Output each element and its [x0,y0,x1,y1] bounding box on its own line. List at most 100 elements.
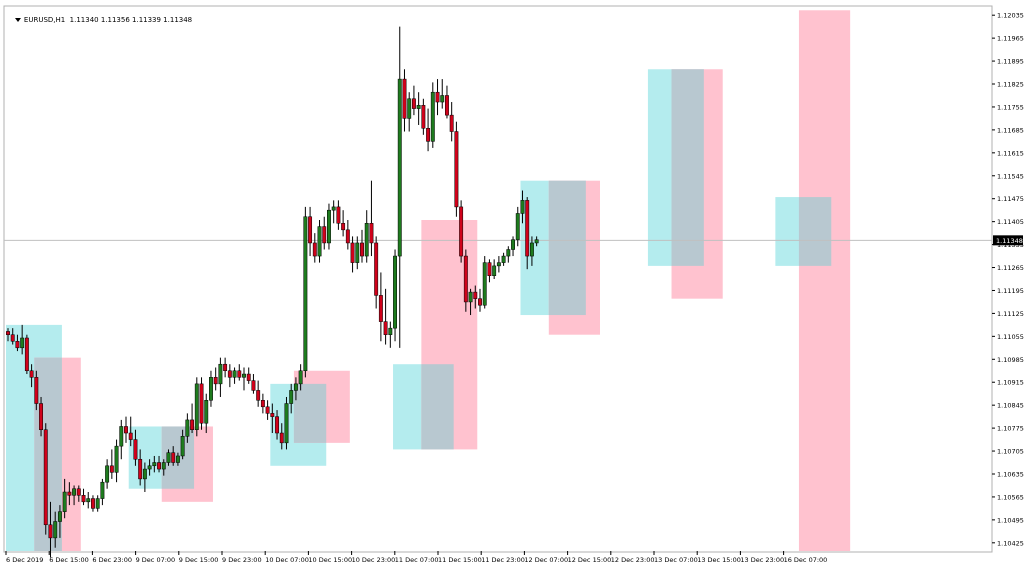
y-tick-label-7: 1.11545 [997,172,1024,180]
bear-candle-body [275,416,279,434]
x-tick-label-14: 12 Dec 23:00 [611,556,655,564]
bull-candle-body [289,390,294,404]
bear-candle-body [473,291,478,299]
bull-candle-body [468,291,473,303]
bull-candle-body [185,419,190,437]
bull-candle-body [511,239,515,250]
candle-110 [525,197,530,270]
x-tick-label-15: 13 Dec 07:00 [654,556,698,564]
candle-15 [76,485,81,502]
candle-5 [29,364,34,388]
bull-candle-body [57,511,62,522]
bear-candle-body [223,363,228,372]
dropdown-arrow-icon[interactable] [14,18,21,22]
bull-candle-body [152,462,157,467]
bear-candle-body [15,341,20,349]
bear-candle-body [157,462,161,470]
plot-area-border [3,5,993,553]
bull-candle-body [520,200,525,214]
bull-candle-body [501,255,506,263]
candle-98 [468,288,473,316]
candle-35 [171,446,176,466]
candle-18 [91,495,95,512]
candle-62 [298,364,303,391]
y-tick-label-18: 1.10775 [997,425,1024,433]
candle-12 [62,478,67,519]
candle-20 [100,478,105,506]
y-tick-label-14: 1.11055 [997,333,1024,341]
candle-78 [374,236,379,309]
bear-candle-body [345,229,350,244]
bear-candle-body [525,200,530,257]
candle-49 [237,364,242,381]
x-tick-label-0: 6 Dec 2019 [6,556,43,564]
candle-2 [15,334,20,352]
bull-candle-body [232,370,237,378]
bear-candle-body [190,419,195,430]
candle-4 [24,334,29,375]
candle-104 [496,256,501,273]
candle-43 [209,370,213,407]
candle-84 [402,69,407,132]
y-tick-label-13: 1.11125 [997,310,1024,318]
candle-107 [511,236,515,257]
candle-91 [435,79,440,116]
bull-candle-body [393,255,397,329]
chart-header: EURUSD,H1 1.11340 1.11356 1.11339 1.1134… [6,8,192,32]
y-tick-label-2: 1.11895 [997,58,1024,66]
candle-71 [341,210,346,237]
x-tick-label-4: 9 Dec 15:00 [179,556,219,564]
price-axis[interactable]: 1.12035 1.11965 1.11895 1.11825 1.11755 1.116… [992,12,1024,548]
zone-overlap-5 [671,69,704,266]
candle-76 [364,210,369,263]
candle-95 [454,121,459,217]
supply-zone-13 [798,10,851,552]
candle-28 [138,449,143,486]
bear-candle-body [369,223,374,244]
x-tick-label-2: 6 Dec 23:00 [92,556,132,564]
candle-67 [322,216,327,250]
candle-54 [260,393,265,414]
y-tick-label-8: 1.11475 [997,195,1024,203]
bear-candle-body [227,370,232,378]
candle-56 [270,403,275,434]
y-tick-label-17: 1.10845 [997,402,1024,410]
candle-94 [449,102,454,142]
zone-overlap-0 [34,357,62,551]
candle-23 [114,439,119,483]
candle-57 [275,410,279,440]
bull-candle-body [62,491,67,512]
y-tick-label-0: 1.12035 [997,12,1024,20]
candle-85 [407,92,412,132]
candle-7 [39,396,43,437]
candle-40 [194,377,199,437]
y-tick-label-12: 1.11195 [997,287,1024,295]
bear-candle-body [270,413,275,417]
x-tick-label-8: 10 Dec 23:00 [352,556,396,564]
candle-33 [161,459,166,476]
bear-candle-body [24,337,29,372]
bear-candle-body [374,242,379,296]
x-tick-label-1: 6 Dec 15:00 [49,556,89,564]
candle-34 [166,449,171,466]
bear-candle-body [199,383,204,424]
bull-candle-body [72,488,77,496]
candle-24 [119,419,124,460]
candle-31 [152,455,157,473]
bull-candle-body [534,239,539,244]
bull-candle-body [416,105,421,109]
bull-candle-body [515,213,520,240]
candle-72 [345,220,350,250]
candle-27 [133,429,138,466]
bull-candle-body [496,262,501,267]
bear-candle-body [81,495,86,503]
candle-38 [185,413,190,443]
candle-93 [445,85,449,119]
bear-candle-body [133,439,138,460]
y-tick-label-15: 1.10985 [997,356,1024,364]
y-tick-label-3: 1.11825 [997,81,1024,89]
x-tick-label-11: 11 Dec 23:00 [481,556,525,564]
time-axis[interactable]: 6 Dec 2019 6 Dec 15:00 6 Dec 23:00 9 Dec 07… [5,551,827,564]
